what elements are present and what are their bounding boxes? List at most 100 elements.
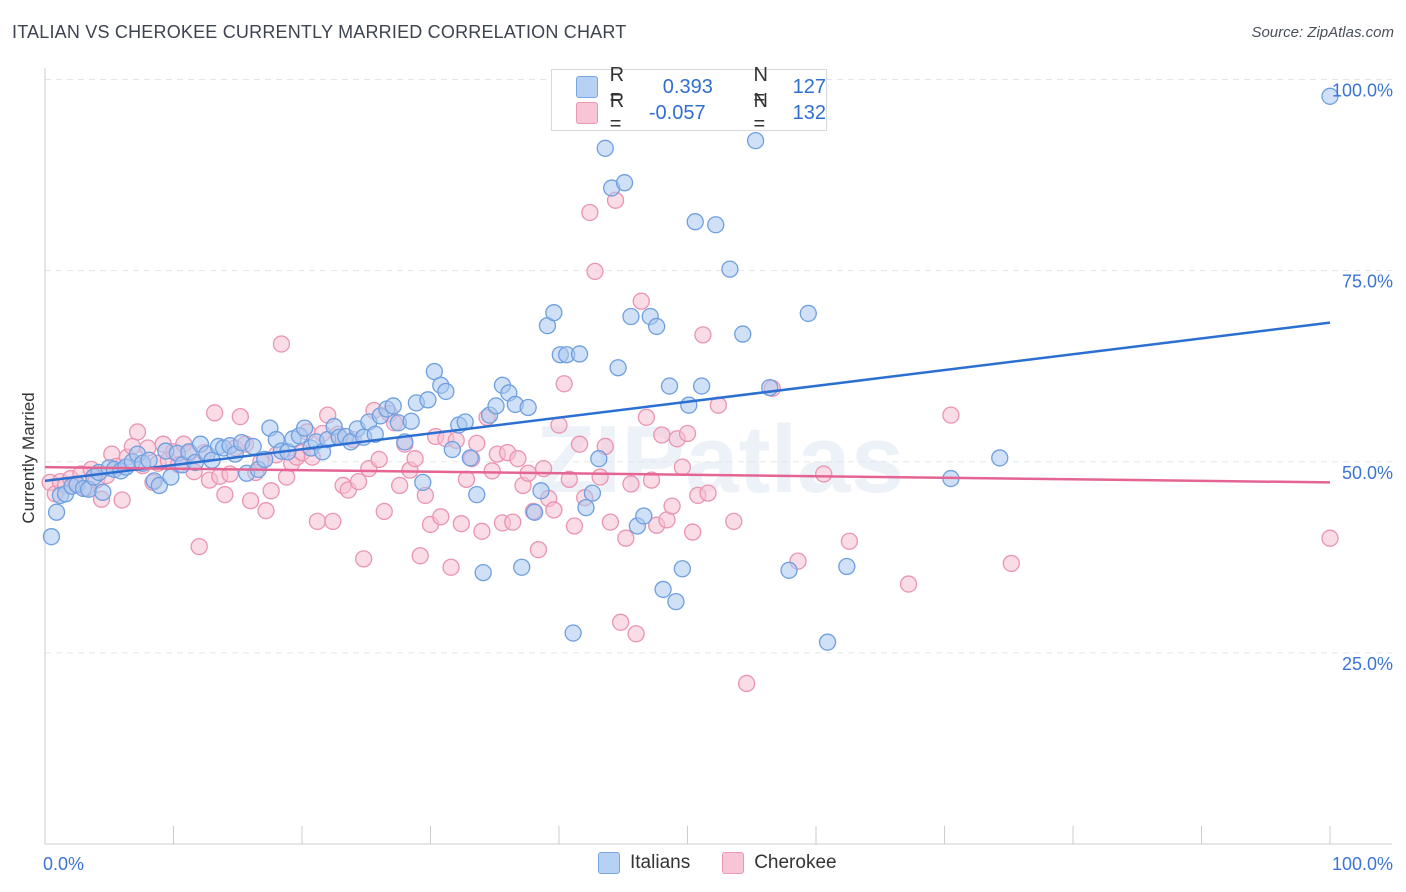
cherokee-point: [622, 475, 640, 493]
axes: [44, 68, 1392, 845]
chart-title: ITALIAN VS CHEROKEE CURRENTLY MARRIED CO…: [12, 22, 627, 42]
legend-item-cherokee: Cherokee: [722, 852, 837, 874]
trend-lines: [44, 321, 1331, 484]
cherokee-point: [840, 532, 859, 550]
y-tick-label: 75.0%: [1342, 272, 1393, 292]
italians-point: [721, 260, 739, 278]
italians-point: [746, 132, 765, 150]
cherokee-point: [673, 458, 692, 476]
legend-label-italians: Italians: [630, 852, 691, 873]
n-label: N =: [753, 64, 768, 109]
r-value-italians: 0.393: [662, 75, 713, 98]
italians-point: [564, 624, 582, 642]
italians-point: [734, 325, 752, 343]
y-tick-label: 25.0%: [1342, 654, 1393, 674]
italians-trend-line: [44, 321, 1331, 483]
cherokee-point: [694, 326, 712, 344]
italians-point: [799, 304, 817, 323]
source-label: Source: ZipAtlas.com: [1251, 24, 1394, 41]
cherokee-point: [545, 501, 563, 519]
cherokee-point: [617, 529, 635, 547]
cherokee-point: [555, 375, 573, 393]
cherokee-point: [678, 424, 697, 443]
cherokee-point: [899, 575, 918, 593]
cherokee-point: [442, 558, 460, 576]
cherokee-point: [699, 484, 717, 502]
italians-point: [443, 440, 461, 459]
cherokee-point: [683, 523, 702, 541]
italians-point: [461, 449, 479, 467]
italians-point: [673, 560, 692, 578]
cherokee-point: [190, 537, 208, 556]
cherokee-point: [591, 468, 609, 486]
y-tick-label: 100.0%: [1332, 81, 1393, 101]
italians-point: [47, 503, 66, 521]
n-value-cherokee: 132: [792, 101, 827, 124]
cherokee-point: [349, 472, 368, 491]
italians-points: [42, 87, 1339, 651]
cherokee-point: [411, 547, 429, 565]
italians-point: [596, 139, 614, 157]
cherokee-point: [601, 513, 620, 531]
italians-point: [667, 593, 685, 611]
cherokee-point: [452, 515, 470, 533]
italians-point: [660, 377, 679, 395]
r-value-cherokee: -0.057: [648, 101, 706, 124]
italians-point: [707, 216, 725, 234]
cherokee-swatch: [576, 102, 598, 124]
cherokee-point: [231, 407, 249, 426]
italians-point: [525, 503, 544, 521]
italians-point: [654, 580, 672, 599]
italians-point: [94, 483, 112, 501]
italians-point: [437, 382, 455, 401]
r-label: R =: [609, 90, 625, 135]
legend-row-italians: R = 0.393 N = 127: [576, 64, 826, 109]
italians-point: [295, 419, 314, 437]
italians-point: [838, 557, 856, 576]
y-tick-label: 50.0%: [1342, 463, 1393, 483]
italians-point: [818, 633, 837, 651]
cherokee-point: [241, 492, 260, 510]
italians-swatch: [598, 852, 620, 874]
cherokee-point: [272, 335, 291, 353]
series-legend: Italians Cherokee: [598, 852, 869, 874]
cherokee-point: [205, 404, 224, 422]
cherokee-point: [581, 203, 599, 222]
italians-point: [577, 498, 595, 517]
italians-point: [474, 563, 492, 582]
cherokee-point: [942, 406, 960, 424]
italians-point: [532, 482, 550, 500]
cherokee-point: [473, 522, 491, 540]
cherokee-point: [612, 613, 630, 631]
n-value-italians: 127: [792, 75, 826, 98]
italians-point: [419, 391, 437, 409]
cherokee-point: [483, 462, 501, 480]
italians-swatch: [576, 76, 598, 98]
x-tick-label: 0.0%: [43, 854, 84, 874]
italians-point: [635, 507, 653, 525]
cherokee-point: [637, 408, 656, 427]
italians-point: [615, 174, 634, 192]
italians-point: [570, 345, 589, 363]
cherokee-point: [1002, 554, 1020, 573]
cherokee-point: [663, 497, 681, 515]
cherokee-point: [216, 485, 234, 504]
cherokee-point: [113, 491, 131, 509]
italians-point: [244, 437, 262, 456]
cherokee-point: [653, 426, 671, 444]
italians-point: [487, 397, 505, 415]
x-tick-label: 100.0%: [1332, 854, 1393, 874]
n-label: N =: [753, 90, 768, 135]
cherokee-point: [375, 502, 393, 521]
cherokee-point: [257, 502, 275, 520]
legend-label-cherokee: Cherokee: [754, 852, 837, 873]
y-axis-label: Currently Married: [19, 392, 38, 523]
cherokee-point: [565, 517, 584, 535]
italians-point: [402, 412, 420, 430]
cherokee-point: [128, 423, 147, 441]
italians-point: [384, 397, 402, 415]
italians-point: [140, 451, 158, 469]
italians-point: [590, 450, 608, 468]
cherokee-point: [529, 541, 548, 559]
